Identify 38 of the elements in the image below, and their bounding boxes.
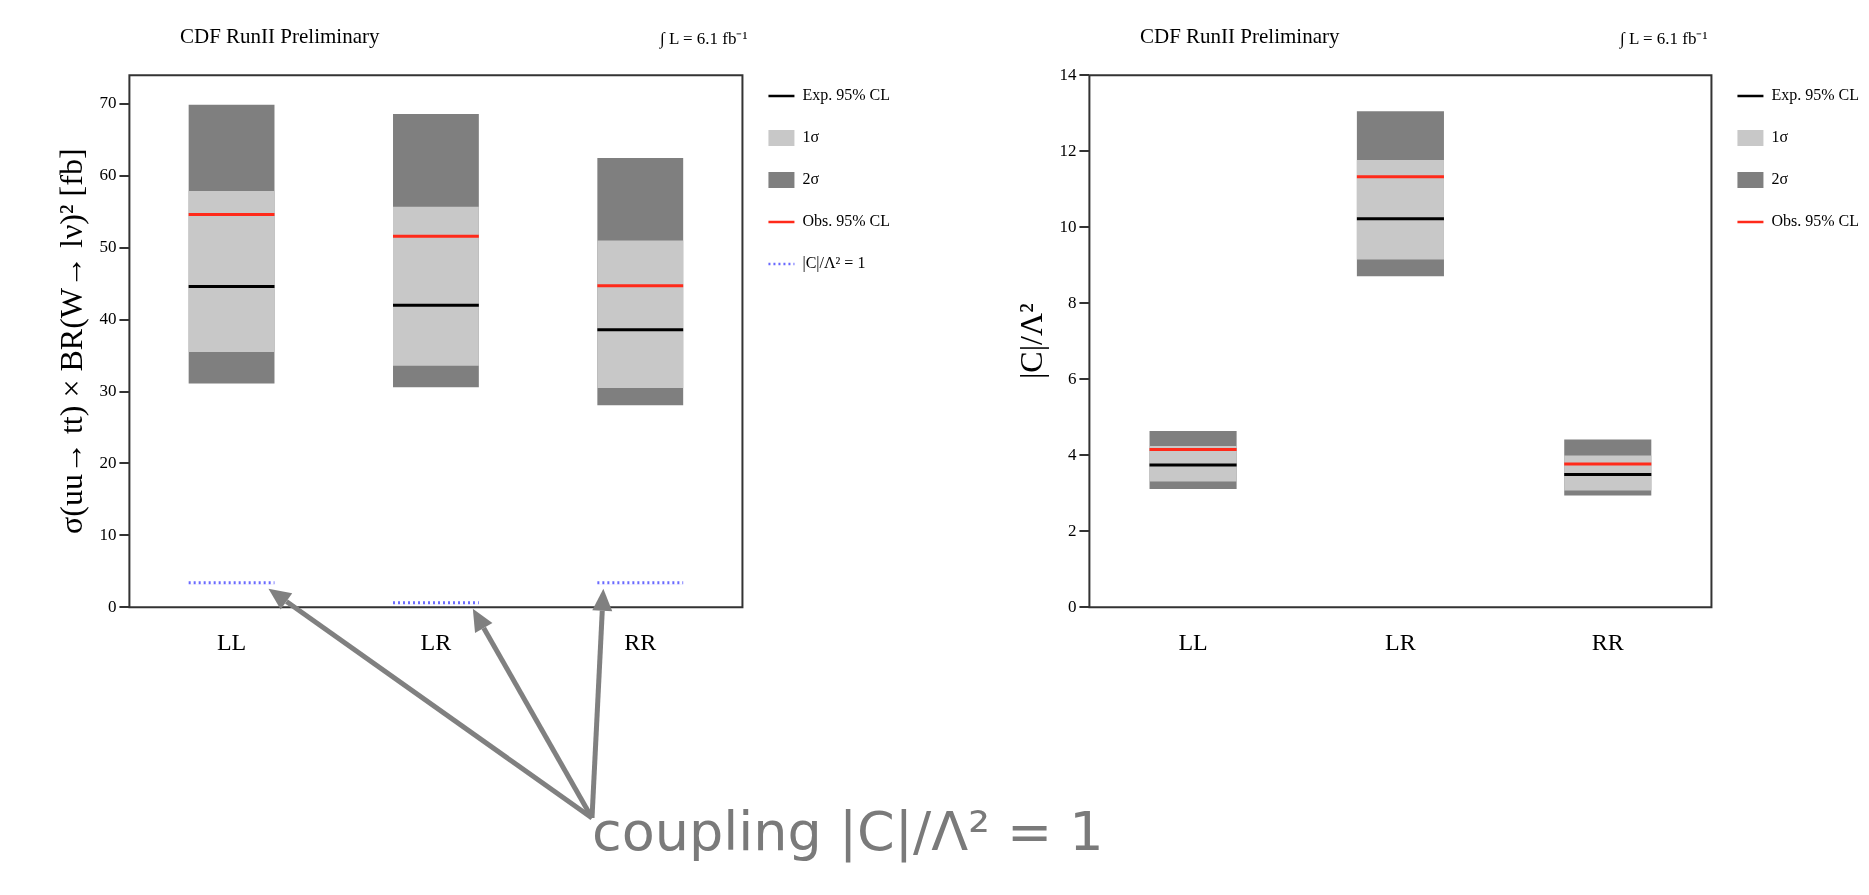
y-tick-label: 8 [1067,292,1077,312]
y-tick-label: 20 [99,452,117,472]
y-tick-label: 14 [1059,64,1077,84]
y-tick-label: 40 [99,309,117,329]
x-tick-label: LL [216,628,247,655]
text: ∫ L = 6.1 fb⁻¹ [660,28,748,49]
legend-label: 1σ [1771,128,1789,146]
legend-label: Exp. 95% CL [802,86,890,105]
x-tick-label: LL [1178,628,1208,655]
y-axis-title: σ(uu→ tt) × BR(W→ lν)² [fb] [52,148,89,534]
y-tick-label: 6 [1067,368,1077,388]
legend-label: 1σ [802,128,820,146]
y-tick-label: 2 [1067,520,1077,540]
y-tick-label: 30 [99,380,117,400]
y-tick-label: 10 [99,524,117,544]
legend-label: |C|/Λ² = 1 [802,254,866,273]
y-axis-title: |C|/Λ² [1012,303,1049,380]
legend-label: Obs. 95% CL [802,212,891,230]
legend-label: 2σ [802,170,820,188]
text: coupling |C|/Λ² = 1 [592,800,1104,863]
y-tick-label: 70 [99,93,117,113]
y-tick-label: 0 [107,596,117,616]
chart-title: CDF RunII Preliminary [1140,24,1340,49]
chart-title: CDF RunII Preliminary [180,24,380,49]
legend-label: 2σ [1771,170,1789,188]
y-tick-label: 50 [99,237,117,257]
y-tick-label: 60 [99,165,117,185]
x-tick-label: LR [420,628,452,655]
y-tick-label: 10 [1059,216,1077,236]
y-tick-label: 4 [1067,444,1077,464]
x-tick-label: RR [1591,628,1624,655]
y-tick-label: 0 [1067,596,1077,616]
legend-label: Exp. 95% CL [1771,86,1859,105]
y-tick-label: 12 [1059,140,1077,160]
legend-label: Obs. 95% CL [1771,212,1860,230]
x-tick-label: RR [624,628,657,655]
text: ∫ L = 6.1 fb⁻¹ [1620,28,1708,49]
x-tick-label: LR [1385,628,1416,655]
